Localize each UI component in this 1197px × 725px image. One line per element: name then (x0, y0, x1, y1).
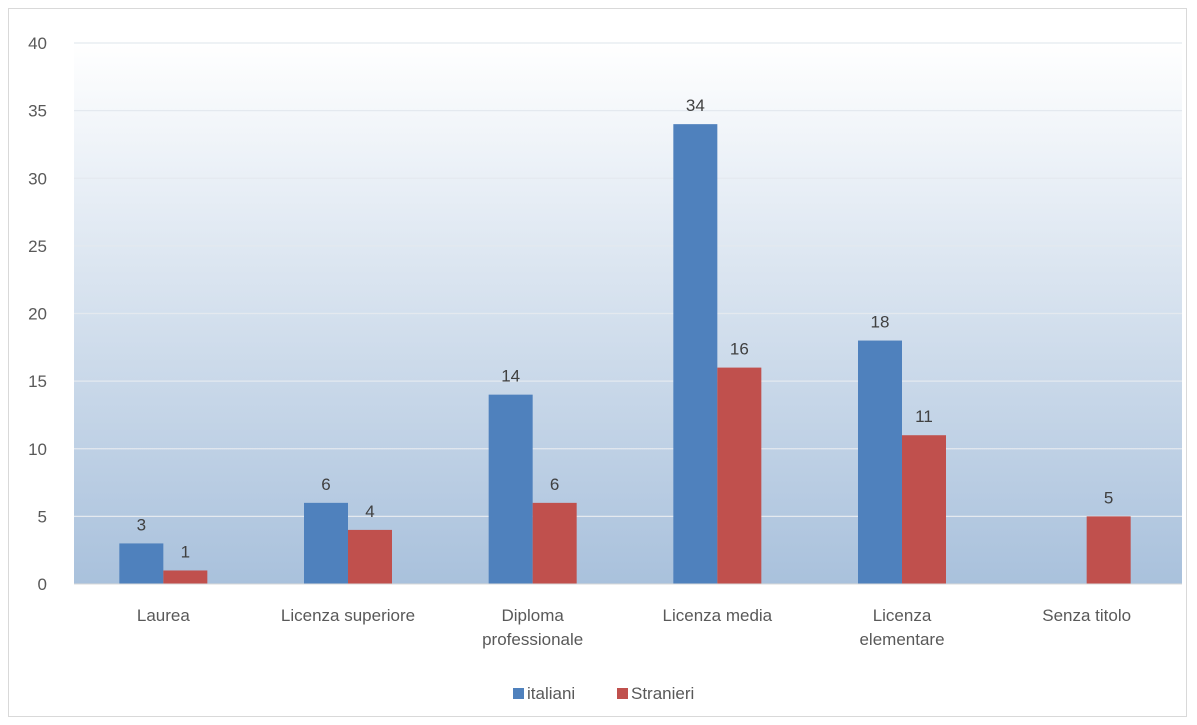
bar-italiani (304, 502, 348, 584)
bar-stranieri (348, 529, 392, 584)
x-category-label: Diploma (501, 606, 564, 625)
bars (119, 124, 1131, 585)
bar-italiani (858, 340, 902, 584)
y-tick-label: 20 (28, 305, 47, 324)
y-tick-label: 40 (28, 34, 47, 53)
y-tick-label: 15 (28, 372, 47, 391)
bar-italiani (119, 543, 164, 584)
bar-italiani (488, 394, 533, 584)
bar-stranieri (163, 570, 208, 584)
gridlines (74, 42, 1182, 517)
x-category-label: Licenza media (663, 606, 773, 625)
y-tick-label: 5 (38, 507, 47, 526)
x-category-label: professionale (482, 630, 583, 649)
bar-italiani (673, 124, 718, 585)
data-label: 3 (137, 515, 146, 534)
bar-stranieri (717, 367, 762, 584)
x-category-label: Licenza (873, 606, 932, 625)
y-tick-label: 35 (28, 102, 47, 121)
y-tick-label: 0 (38, 575, 47, 594)
y-axis: 0 5 10 15 20 25 30 35 40 (28, 34, 47, 594)
data-label: 18 (871, 313, 890, 332)
data-label: 1 (181, 542, 190, 561)
x-category-label: Laurea (137, 606, 190, 625)
legend-swatch-stranieri (617, 688, 628, 699)
data-label: 4 (365, 502, 374, 521)
legend: italiani Stranieri (513, 684, 694, 703)
data-label: 14 (501, 367, 520, 386)
bar-stranieri (532, 502, 577, 584)
x-category-label: Senza titolo (1042, 606, 1131, 625)
legend-label-italiani: italiani (527, 684, 575, 703)
data-label: 6 (321, 475, 330, 494)
data-label: 11 (915, 407, 933, 426)
x-category-label: elementare (859, 630, 944, 649)
bar-stranieri (902, 435, 946, 584)
bar-stranieri (1086, 516, 1131, 584)
y-tick-label: 30 (28, 169, 47, 188)
data-label: 6 (550, 475, 559, 494)
legend-label-stranieri: Stranieri (631, 684, 694, 703)
x-axis: Laurea Licenza superiore Diploma profession… (74, 583, 1182, 649)
y-tick-label: 10 (28, 440, 47, 459)
data-label: 34 (686, 96, 705, 115)
data-label: 5 (1104, 488, 1113, 507)
data-label: 16 (730, 340, 749, 359)
legend-swatch-italiani (513, 688, 524, 699)
y-tick-label: 25 (28, 237, 47, 256)
x-category-label: Licenza superiore (281, 606, 415, 625)
